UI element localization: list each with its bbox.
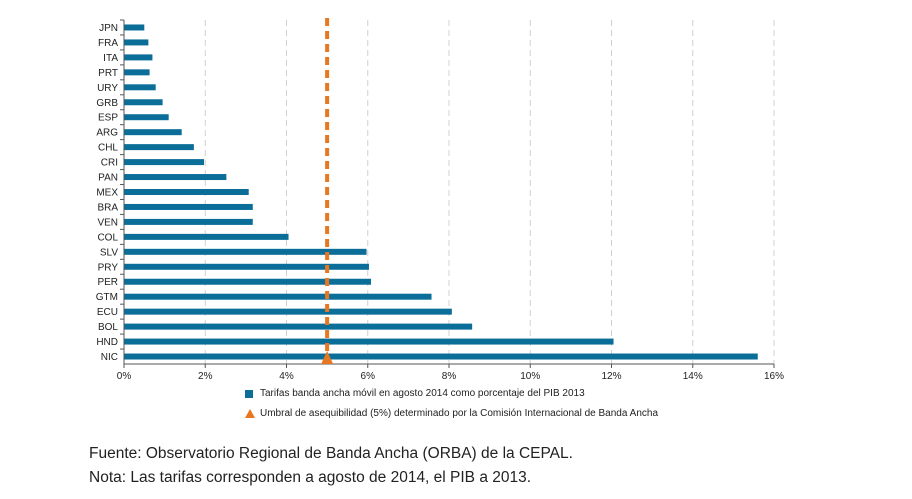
bar [124,203,253,210]
bar-chart: 0% 2% 4% 6% 8% 10% 12% 14% 16% JPN FRA ITA PRT URY GRB… [96,18,784,382]
bar [124,308,452,315]
category-label: NIC [101,352,118,363]
bar [124,129,182,136]
bar [124,174,227,181]
footnote: Nota: Las tarifas corresponden a agosto … [89,469,532,486]
bar [124,323,473,330]
x-tick-label: 2% [198,371,213,382]
bar [124,278,371,285]
category-label: PAN [98,173,118,184]
x-tick-label: 10% [520,371,540,382]
category-label: VEN [97,217,118,228]
legend-threshold-label: Umbral de asequibilidad (5%) determinado… [260,408,659,419]
x-tick-label: 12% [601,371,621,382]
bar [124,99,163,106]
bar [124,69,150,76]
category-label: BOL [98,322,118,333]
legend-series-label: Tarifas banda ancha móvil en agosto 2014… [260,388,585,399]
x-tick-label: 4% [279,371,294,382]
bar [124,248,367,255]
bar [124,218,253,225]
legend-item-threshold: Umbral de asequibilidad (5%) determinado… [245,408,658,419]
category-label: URY [97,83,118,94]
category-label: HND [96,337,118,348]
category-label: PER [97,277,118,288]
x-tick-label: 0% [117,371,132,382]
category-label: PRT [98,68,118,79]
category-label: ESP [98,113,118,124]
bar [124,293,432,300]
threshold-marker [321,351,334,364]
category-label: COL [97,232,118,243]
bar [124,263,369,270]
x-tick-label: 6% [361,371,376,382]
bar [124,39,149,46]
category-label: CRI [101,158,118,169]
x-tick-label: 14% [683,371,703,382]
bar [124,114,169,121]
bar [124,54,153,61]
x-tick-label: 16% [764,371,784,382]
category-label: GTM [96,292,118,303]
source-note: Fuente: Observatorio Regional de Banda A… [89,445,573,462]
bar [124,189,249,195]
bar [124,84,156,91]
category-label: ITA [103,53,118,64]
bar [124,159,205,166]
bar [124,338,614,345]
x-tick-label: 8% [442,371,457,382]
category-label: CHL [98,143,118,154]
legend-item-series: Tarifas banda ancha móvil en agosto 2014… [245,388,585,399]
category-label: SLV [100,247,118,258]
legend-threshold-triangle [245,409,255,418]
bar [124,233,289,240]
legend-series-swatch [245,389,253,398]
category-label: FRA [98,38,118,49]
category-label: ARG [96,128,118,139]
bar [124,144,194,151]
category-label: BRA [97,202,118,213]
category-label: GRB [96,98,118,109]
category-label: PRY [98,262,119,273]
bar [124,24,145,31]
category-label: ECU [97,307,118,318]
category-label: MEX [96,188,118,199]
category-label: JPN [99,23,118,34]
bar [124,353,758,360]
